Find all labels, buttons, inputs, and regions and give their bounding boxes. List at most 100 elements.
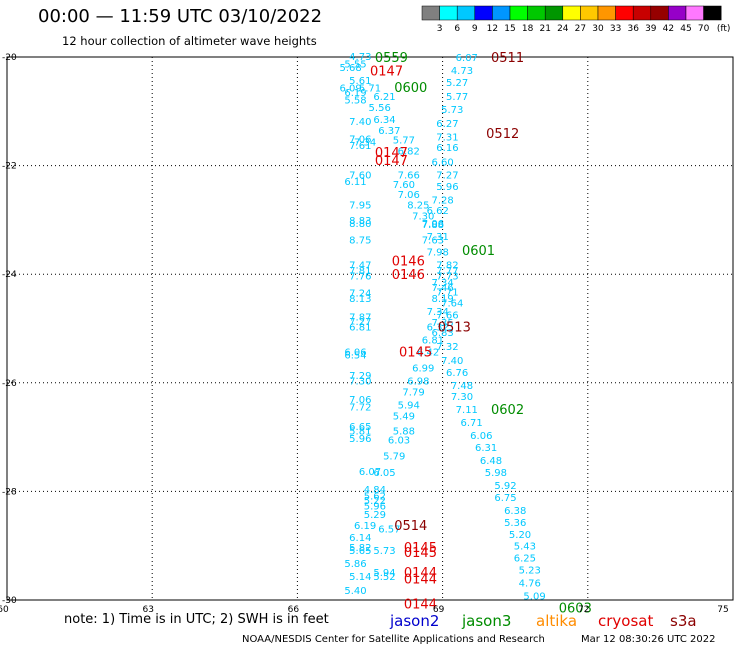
wave-height-value: 6.75 (494, 493, 516, 504)
wave-height-value: 7.47 (349, 260, 371, 271)
colorbar-tick-label: 70 (698, 24, 710, 34)
colorbar-unit-label: (ft) (717, 24, 731, 34)
wave-height-value: 5.20 (509, 530, 531, 541)
wave-height-value: 4.73 (349, 52, 371, 63)
wave-height-value: 5.73 (441, 105, 463, 116)
wave-height-value: 7.06 (398, 190, 420, 201)
wave-height-value: 7.77 (436, 266, 458, 277)
colorbar-swatch (703, 5, 722, 21)
wave-height-value: 7.48 (451, 381, 473, 392)
colorbar-tick-label: 27 (575, 24, 586, 34)
wave-height-value: 5.22 (364, 496, 386, 507)
wave-height-value: 5.43 (514, 542, 536, 553)
wave-height-value: 8.75 (349, 235, 371, 246)
pass-time-label: 0145 (404, 546, 437, 561)
wave-height-value: 7.60 (349, 170, 371, 181)
wave-height-value: 5.29 (364, 510, 386, 521)
wave-height-value: 6.06 (344, 347, 366, 358)
wave-height-value: 7.24 (349, 289, 371, 300)
legend-item-jason3: jason3 (462, 612, 512, 630)
pass-time-label: 0146 (392, 255, 425, 270)
wave-height-value: 7.40 (349, 117, 371, 128)
wave-height-value: 7.79 (402, 387, 424, 398)
wave-height-value: 4.76 (519, 579, 541, 590)
wave-height-value: 7.35 (431, 318, 453, 329)
wave-height-value: 6.83 (431, 328, 453, 339)
wave-height-value: 6.42 (417, 347, 439, 358)
wave-height-value: 6.31 (475, 443, 497, 454)
colorbar-swatch (685, 5, 704, 21)
wave-height-value: 6.62 (427, 206, 449, 217)
wave-height-value: 7.27 (349, 317, 371, 328)
wave-height-value: 7.71 (436, 288, 458, 299)
wave-height-value: 6.38 (504, 506, 526, 517)
colorbar-swatch (615, 5, 634, 21)
wave-height-value: 6.03 (388, 435, 410, 446)
wave-height-value: 7.27 (436, 170, 458, 181)
wave-height-value: 6.76 (446, 368, 468, 379)
wave-height-value: 5.79 (383, 452, 405, 463)
wave-height-value: 6.27 (436, 119, 458, 130)
wave-height-value: 6.81 (349, 322, 371, 333)
colorbar-swatch (597, 5, 616, 21)
wave-height-value: 5.68 (340, 63, 362, 74)
wave-height-value: 7.81 (349, 266, 371, 277)
y-tick-label: -26 (2, 379, 17, 389)
colorbar-swatch (474, 5, 493, 21)
map-frame (6, 56, 734, 601)
y-tick-label: -28 (2, 487, 17, 497)
wave-height-value: 5.82 (349, 543, 371, 554)
wave-height-value: 5.40 (344, 586, 366, 597)
wave-height-value: 7.64 (441, 298, 463, 309)
page-subtitle: 12 hour collection of altimeter wave hei… (62, 34, 317, 48)
wave-height-value: 7.34 (354, 138, 376, 149)
wave-height-value: 7.66 (398, 170, 420, 181)
wave-height-value: 7.73 (436, 271, 458, 282)
wave-height-value: 5.56 (369, 103, 391, 114)
footer-credit: NOAA/NESDIS Center for Satellite Applica… (242, 634, 545, 645)
wave-height-value: 7.88 (422, 220, 444, 231)
colorbar-tick-label: 18 (522, 24, 534, 34)
colorbar-tick-label: 21 (539, 24, 550, 34)
wave-height-value: 7.61 (349, 141, 371, 152)
wave-height-value: 7.95 (349, 201, 371, 212)
x-tick-label: 75 (717, 605, 728, 615)
colorbar-swatch (580, 5, 599, 21)
wave-height-value: 6.34 (373, 115, 395, 126)
wave-height-value: 5.77 (446, 92, 468, 103)
wave-height-value: 5.14 (349, 572, 371, 583)
wave-height-value: 8.83 (349, 216, 371, 227)
colorbar-swatch (632, 5, 652, 21)
colorbar-swatch (527, 5, 546, 21)
colorbar-swatch (650, 5, 669, 21)
wave-height-value: 6.98 (407, 377, 429, 388)
pass-time-label: 0511 (491, 51, 524, 66)
colorbar-tick-label: 12 (487, 24, 498, 34)
pass-time-label: 0559 (375, 51, 408, 66)
wave-height-value: 5.58 (344, 95, 366, 106)
pass-time-label: 0147 (375, 154, 408, 169)
wave-height-value: 7.87 (349, 313, 371, 324)
footer-note: note: 1) Time is in UTC; 2) SWH is in fe… (64, 612, 329, 627)
wave-height-value: 8.13 (349, 294, 371, 305)
wave-height-value: 5.94 (398, 401, 420, 412)
wave-height-value: 5.55 (344, 60, 366, 71)
wave-height-value: 5.23 (519, 566, 541, 577)
wave-height-value: 6.48 (480, 456, 502, 467)
pass-time-label: 0512 (486, 127, 519, 142)
colorbar-swatch (562, 5, 581, 21)
wave-height-value: 7.06 (349, 395, 371, 406)
colorbar-swatch (492, 5, 511, 21)
wave-height-value: 8.19 (431, 294, 453, 305)
colorbar-tick-label: 45 (680, 24, 691, 34)
pass-time-label: 0147 (375, 146, 408, 161)
legend-item-s3a: s3a (670, 612, 697, 630)
pass-time-label: 0602 (491, 403, 524, 418)
wave-height-value: 5.96 (364, 502, 386, 513)
wave-height-value: 4.73 (451, 66, 473, 77)
wave-height-value: 7.30 (349, 377, 371, 388)
time-label-layer: 0559014706000511051201470147060101460146… (370, 51, 592, 617)
colorbar-tick-label: 36 (627, 24, 639, 34)
colorbar-swatch (668, 5, 687, 21)
